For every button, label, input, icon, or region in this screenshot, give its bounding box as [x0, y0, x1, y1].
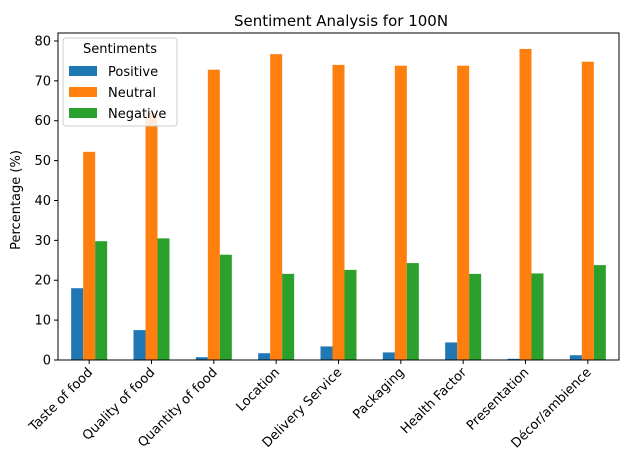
bar-positive-9 [569, 355, 582, 360]
bar-neutral-2 [145, 112, 158, 360]
bar-negative-8 [531, 273, 544, 360]
y-tick-label: 40 [34, 194, 51, 209]
bar-negative-9 [593, 265, 606, 360]
bar-negative-1 [95, 241, 108, 360]
y-tick-label: 50 [34, 154, 51, 169]
y-tick-label: 20 [34, 274, 51, 289]
legend-swatch-positive [69, 66, 97, 76]
bar-neutral-8 [519, 48, 532, 360]
bar-neutral-5 [332, 64, 345, 360]
x-tick-label: Location [234, 365, 283, 414]
chart-title: Sentiment Analysis for 100N [234, 12, 448, 30]
bar-negative-2 [157, 238, 170, 360]
legend-label-positive: Positive [108, 65, 158, 80]
bar-positive-7 [445, 342, 458, 360]
bar-neutral-9 [581, 61, 594, 361]
bar-positive-2 [133, 330, 146, 360]
bar-positive-8 [507, 358, 520, 360]
legend-label-neutral: Neutral [108, 86, 156, 101]
bar-negative-6 [406, 263, 419, 360]
x-tick-label: Packaging [350, 365, 407, 422]
bar-neutral-3 [207, 69, 220, 360]
y-tick-label: 10 [34, 314, 51, 329]
bar-negative-3 [219, 254, 232, 360]
bar-positive-1 [71, 288, 84, 360]
bar-neutral-1 [83, 151, 96, 360]
plot-area [57, 32, 620, 361]
bar-positive-3 [195, 357, 208, 360]
y-tick-label: 60 [34, 114, 51, 129]
bar-positive-4 [258, 353, 271, 360]
legend: Sentiments Positive Neutral Negative [62, 37, 178, 127]
y-axis: 0 10 20 30 40 50 60 70 80 [34, 34, 58, 369]
x-tick-label: Health Factor [398, 365, 470, 437]
y-tick-label: 70 [34, 74, 51, 89]
bar-positive-5 [320, 346, 333, 360]
bar-negative-5 [344, 269, 357, 360]
bar-neutral-7 [457, 65, 470, 360]
legend-swatch-negative [69, 108, 97, 118]
x-tick-label: Taste of food [26, 365, 96, 435]
y-tick-label: 80 [34, 34, 51, 49]
bar-neutral-6 [394, 65, 407, 360]
y-tick-label: 0 [43, 354, 51, 369]
legend-swatch-neutral [69, 87, 97, 97]
bar-negative-4 [282, 273, 295, 360]
bar-neutral-4 [270, 54, 283, 360]
bar-positive-6 [382, 352, 395, 360]
bar-negative-7 [469, 273, 482, 360]
y-tick-label: 30 [34, 234, 51, 249]
legend-box [62, 37, 178, 127]
legend-title: Sentiments [83, 42, 157, 57]
y-axis-title: Percentage (%) [9, 150, 24, 250]
x-tick-label: Presentation [464, 365, 532, 433]
legend-label-negative: Negative [108, 107, 166, 122]
